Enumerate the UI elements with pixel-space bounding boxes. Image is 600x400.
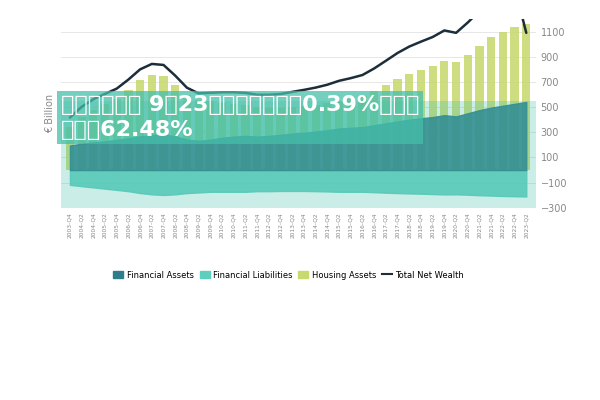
Bar [417, 70, 425, 170]
Bar [218, 103, 226, 170]
Bar [171, 85, 179, 170]
Bar [230, 104, 238, 170]
Bar [311, 105, 320, 170]
Bar [464, 55, 472, 170]
Bar [277, 108, 284, 170]
Bar [440, 61, 448, 170]
Bar [253, 107, 261, 170]
Y-axis label: € Billion: € Billion [45, 94, 55, 133]
Bar [323, 103, 331, 170]
Bar [499, 32, 507, 170]
Bar [241, 105, 250, 170]
Bar [206, 102, 214, 170]
Bar [194, 100, 203, 170]
Bar [428, 66, 437, 170]
Bar [183, 95, 191, 170]
Bar [160, 76, 167, 170]
Bar [405, 74, 413, 170]
Bar [394, 78, 401, 170]
Bar [487, 37, 495, 170]
Bar [113, 99, 121, 170]
Bar [475, 46, 484, 170]
Bar [265, 108, 273, 170]
Bar [124, 90, 133, 170]
Text: 股市资金杠杆 9月23日艾迪转债下跌0.39%，转股
溢价率62.48%: 股市资金杠杆 9月23日艾迪转债下跌0.39%，转股 溢价率62.48% [61, 95, 419, 140]
Bar [148, 75, 156, 170]
Bar [300, 106, 308, 170]
Bar [370, 91, 378, 170]
Bar [288, 108, 296, 170]
Bar [66, 127, 74, 170]
Bar [358, 96, 367, 170]
Bar [77, 117, 86, 170]
Bar [511, 27, 518, 170]
FancyBboxPatch shape [61, 101, 536, 208]
Bar [335, 100, 343, 170]
Bar [382, 85, 390, 170]
Legend: Financial Assets, Financial Liabilities, Housing Assets, Total Net Wealth: Financial Assets, Financial Liabilities,… [110, 267, 467, 283]
Bar [452, 62, 460, 170]
Bar [347, 99, 355, 170]
Bar [101, 104, 109, 170]
Bar [89, 110, 97, 170]
Bar [522, 24, 530, 170]
Bar [136, 80, 144, 170]
